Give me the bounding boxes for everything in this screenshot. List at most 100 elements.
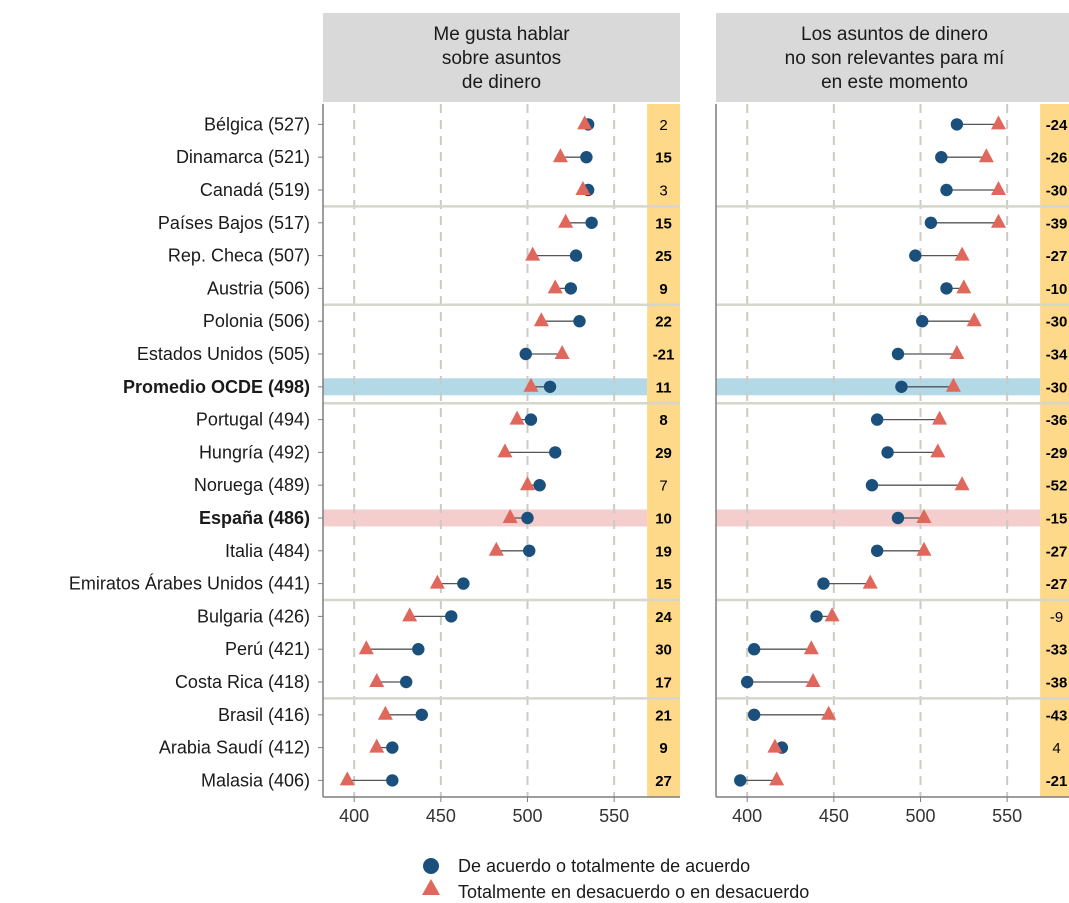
panel2-difference-label: -34 <box>1046 347 1068 364</box>
panel1-highlight-row <box>323 509 648 527</box>
panel2-disagree-point <box>916 541 932 556</box>
panel2-agree-point <box>940 282 953 295</box>
panel2-difference-label: -43 <box>1046 707 1068 724</box>
panel1-disagree-point <box>369 673 385 687</box>
country-label: Promedio OCDE (498) <box>123 377 310 397</box>
panel1-disagree-point <box>577 115 593 130</box>
panel2-agree-point <box>950 118 964 131</box>
panel1-difference-label: 15 <box>655 150 672 167</box>
panel1-difference-label: 21 <box>655 707 672 724</box>
panel2-agree-point <box>935 151 948 164</box>
country-label: Bulgaria (426) <box>197 606 310 626</box>
country-label: Austria (506) <box>207 278 310 298</box>
panel2-difference-label: -26 <box>1046 150 1068 167</box>
panel2-disagree-point <box>821 705 837 720</box>
panel2-diff-column-bg <box>1040 104 1069 797</box>
panel2-difference-label: -52 <box>1046 478 1068 495</box>
panel2-disagree-point <box>990 115 1006 130</box>
panel1-header-line: sobre asuntos <box>442 48 561 69</box>
panel1-difference-label: 27 <box>655 773 672 790</box>
panel2-disagree-point <box>990 181 1006 195</box>
panel2-agree-point <box>895 380 908 393</box>
panel2-difference-label: -27 <box>1046 543 1068 560</box>
country-label: Bélgica (527) <box>204 114 310 134</box>
panel2-x-tick-label: 400 <box>732 806 762 826</box>
panel1-disagree-point <box>358 640 374 655</box>
panel1-difference-label: 19 <box>655 543 672 560</box>
panel1-difference-label: 3 <box>659 183 667 200</box>
panel2-agree-point <box>734 774 747 787</box>
panel2-difference-label: -30 <box>1046 379 1068 396</box>
legend-agree-marker <box>423 858 439 874</box>
panel2-highlight-row <box>716 378 1041 396</box>
panel2-agree-point <box>870 544 884 557</box>
country-label: Perú (421) <box>225 639 310 659</box>
panel1-difference-label: 8 <box>659 412 667 429</box>
panel2-disagree-point <box>824 607 840 622</box>
panel2-disagree-point <box>932 410 948 425</box>
panel1-agree-point <box>573 315 586 328</box>
panel1-x-tick-label: 400 <box>339 806 369 826</box>
panel1-disagree-point <box>429 574 445 589</box>
panel2-agree-point <box>891 511 905 525</box>
panel1-agree-point <box>524 413 538 426</box>
panel1-agree-point <box>412 643 425 656</box>
country-label: Rep. Checa (507) <box>168 246 310 266</box>
panel1-disagree-point <box>509 410 525 425</box>
panel2-x-tick-label: 500 <box>905 806 935 826</box>
panel1-disagree-point <box>554 345 570 359</box>
panel2-agree-point <box>881 446 894 459</box>
panel2-header-bg <box>716 13 1069 102</box>
panel2-difference-label: -39 <box>1046 215 1068 232</box>
panel2-difference-label: -27 <box>1046 248 1068 265</box>
panel1-agree-point <box>415 708 428 721</box>
panel1-diff-column-bg <box>647 104 680 797</box>
panel1-agree-point <box>521 511 534 525</box>
panel1-difference-label: 22 <box>655 314 672 331</box>
panel2-highlight-row <box>716 509 1041 527</box>
panel2-disagree-point <box>954 476 970 491</box>
panel1-agree-point <box>457 577 470 590</box>
panel2-agree-point <box>916 315 929 328</box>
panel1-x-tick-label: 450 <box>426 806 456 826</box>
panel1-difference-label: 15 <box>655 215 672 232</box>
panel1-difference-label: 30 <box>655 642 672 659</box>
legend-disagree-label: Totalmente en desacuerdo o en desacuerdo <box>458 882 809 902</box>
panel2-difference-label: -36 <box>1046 412 1068 429</box>
country-label: Canadá (519) <box>200 180 310 200</box>
panel1-agree-point <box>386 774 399 787</box>
panel2-difference-label: -29 <box>1046 445 1068 462</box>
panel2-agree-point <box>940 183 953 197</box>
legend-disagree-marker <box>422 879 440 895</box>
panel2-difference-label: -30 <box>1046 183 1068 200</box>
panel1-disagree-point <box>525 246 541 261</box>
panel1-agree-point <box>564 282 578 295</box>
panel2-agree-point <box>817 577 830 590</box>
panel1-agree-point <box>585 216 598 229</box>
country-label: Malasia (406) <box>201 770 310 790</box>
panel1-x-tick-label: 500 <box>512 806 542 826</box>
panel1-disagree-point <box>502 509 518 523</box>
panel1-difference-label: 24 <box>655 609 672 626</box>
panel2-disagree-point <box>954 246 970 261</box>
panel1-agree-point <box>533 479 546 492</box>
panel2-disagree-point <box>916 509 932 523</box>
country-label: Brasil (416) <box>218 705 310 725</box>
panel1-difference-label: 10 <box>655 511 672 528</box>
panel1-agree-point <box>445 610 458 623</box>
panel2-difference-label: -21 <box>1046 773 1068 790</box>
panel1-agree-point <box>580 151 593 164</box>
panel2-disagree-point <box>805 673 821 687</box>
panel1-disagree-point <box>575 181 591 195</box>
panel1-disagree-point <box>533 312 549 327</box>
panel1-disagree-point <box>558 213 574 228</box>
panel1-disagree-point <box>402 607 418 622</box>
legend-agree-label: De acuerdo o totalmente de acuerdo <box>458 856 750 876</box>
panel2-disagree-point <box>990 213 1006 228</box>
panel1-difference-label: 25 <box>655 248 672 265</box>
panel2-x-tick-label: 450 <box>819 806 849 826</box>
panel2-agree-point <box>747 643 761 656</box>
country-label: Arabia Saudí (412) <box>159 738 310 758</box>
panel1-difference-label: 29 <box>655 445 672 462</box>
panel2-difference-label: -27 <box>1046 576 1068 593</box>
